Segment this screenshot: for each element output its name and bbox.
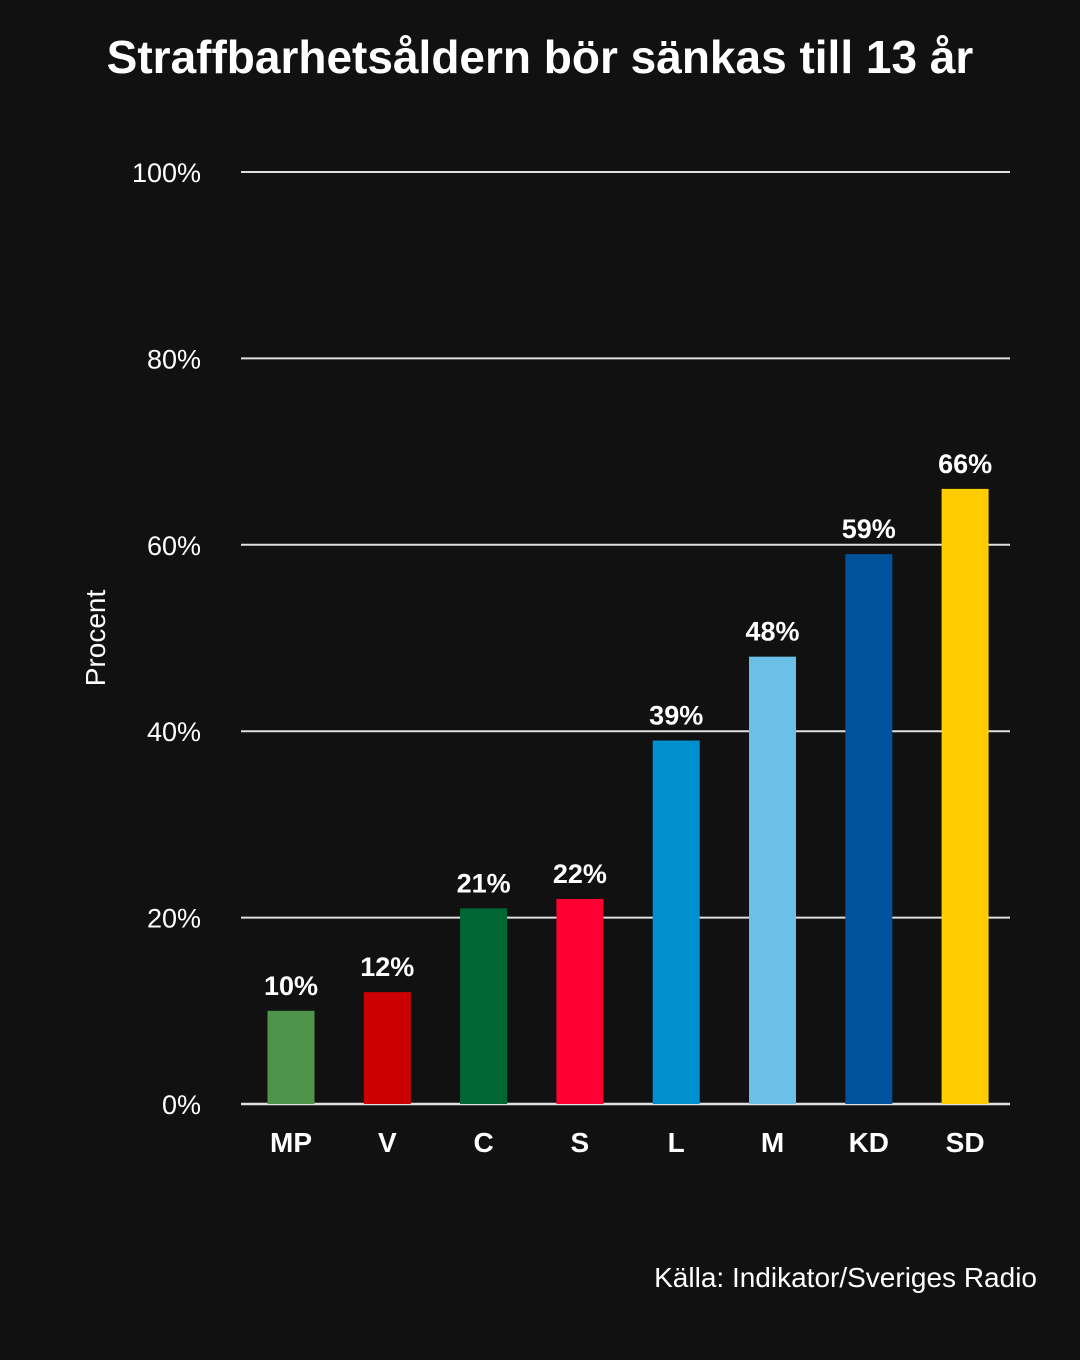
x-tick-label-mp: MP (270, 1127, 312, 1158)
data-label-v: 12% (360, 952, 414, 982)
x-tick-label-v: V (378, 1127, 397, 1158)
y-tick-label: 80% (147, 344, 201, 374)
x-tick-label-l: L (668, 1127, 685, 1158)
y-tick-label: 20% (147, 904, 201, 934)
bar-v (363, 992, 411, 1104)
bar-s (556, 898, 604, 1104)
x-tick-label-s: S (571, 1127, 590, 1158)
data-label-mp: 10% (264, 971, 318, 1001)
x-tick-labels: MP V C S L M KD SD (270, 1127, 985, 1158)
bar-l (652, 740, 700, 1104)
chart-title: Straffbarhetsåldern bör sänkas till 13 å… (106, 31, 974, 83)
grid-lines (241, 171, 1010, 1106)
x-tick-label-sd: SD (946, 1127, 985, 1158)
x-tick-label-m: M (761, 1127, 784, 1158)
bars (267, 488, 989, 1104)
y-tick-label: 100% (132, 158, 201, 188)
data-label-c: 21% (457, 868, 511, 898)
bar-kd (845, 554, 893, 1104)
x-tick-label-kd: KD (849, 1127, 889, 1158)
data-label-s: 22% (553, 859, 607, 889)
y-tick-labels: 0% 20% 40% 60% 80% 100% (132, 158, 201, 1120)
data-label-sd: 66% (938, 449, 992, 479)
bar-c (460, 908, 508, 1104)
data-labels: 10% 12% 21% 22% 39% 48% 59% 66% (264, 449, 992, 1001)
source-note: Källa: Indikator/Sveriges Radio (654, 1262, 1037, 1293)
y-tick-label: 0% (162, 1090, 201, 1120)
y-tick-label: 40% (147, 717, 201, 747)
data-label-m: 48% (745, 617, 799, 647)
bar-mp (267, 1010, 315, 1104)
bar-sd (941, 488, 989, 1104)
x-tick-label-c: C (473, 1127, 493, 1158)
y-tick-label: 60% (147, 531, 201, 561)
y-axis-label: Procent (80, 590, 111, 687)
data-label-l: 39% (649, 701, 703, 731)
data-label-kd: 59% (842, 514, 896, 544)
bar-m (749, 656, 796, 1104)
